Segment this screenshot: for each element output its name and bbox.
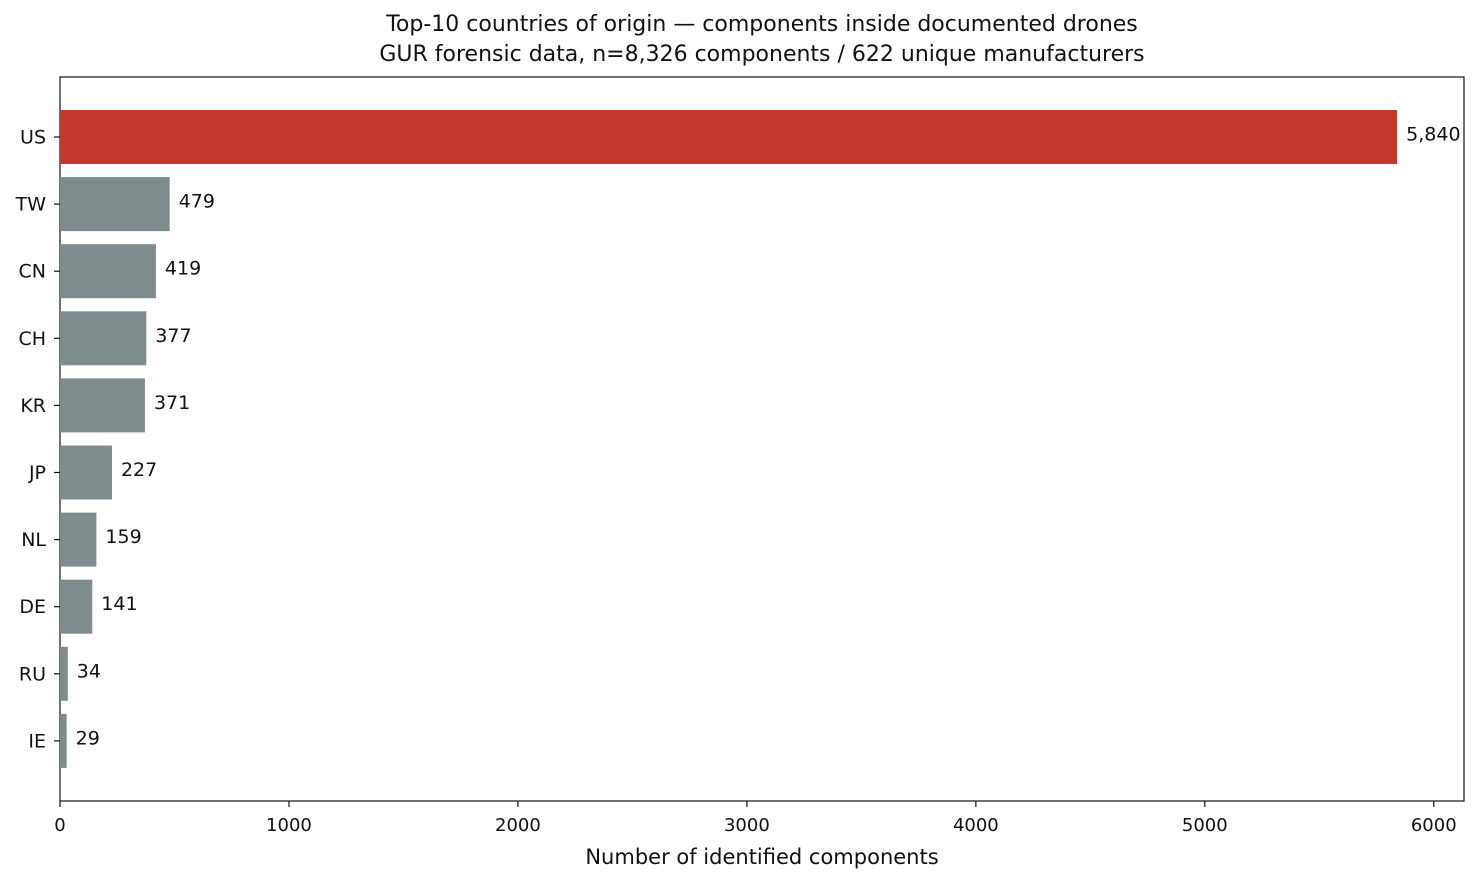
- bar: [60, 445, 112, 500]
- y-tick-label: JP: [28, 462, 46, 484]
- bar: [60, 378, 145, 433]
- x-tick-label: 5000: [1182, 815, 1228, 836]
- y-tick-label: US: [20, 127, 46, 149]
- bar: [60, 110, 1398, 164]
- value-label: 371: [154, 392, 190, 414]
- bar: [60, 512, 97, 567]
- x-tick-label: 1000: [266, 815, 312, 836]
- value-label: 141: [101, 593, 137, 615]
- y-tick-label: TW: [15, 194, 47, 216]
- x-tick-label: 2000: [495, 815, 541, 836]
- x-tick-label: 6000: [1411, 815, 1457, 836]
- bar: [60, 311, 147, 366]
- x-tick-label: 4000: [953, 815, 999, 836]
- chart-title: Top-10 countries of origin — components …: [385, 12, 1138, 37]
- y-tick-label: NL: [21, 529, 46, 551]
- value-label: 29: [76, 727, 100, 749]
- y-tick-label: CH: [18, 328, 46, 350]
- value-label: 377: [155, 325, 191, 347]
- value-label: 5,840: [1406, 124, 1460, 146]
- x-tick-label: 0: [54, 815, 65, 836]
- y-tick-label: RU: [19, 663, 46, 685]
- x-axis-label: Number of identified components: [585, 845, 938, 869]
- value-label: 479: [179, 191, 215, 213]
- bar: [60, 646, 68, 701]
- y-tick-label: DE: [19, 596, 46, 618]
- value-label: 34: [77, 660, 101, 682]
- value-label: 159: [105, 526, 141, 548]
- value-label: 227: [121, 459, 157, 481]
- y-tick-label: CN: [19, 261, 46, 283]
- value-label: 419: [165, 258, 201, 280]
- chart-subtitle: GUR forensic data, n=8,326 components / …: [379, 42, 1144, 67]
- y-tick-label: KR: [20, 395, 46, 417]
- bar: [60, 713, 67, 768]
- y-tick-label: IE: [28, 730, 46, 752]
- bar: [60, 579, 93, 634]
- plot-frame: [59, 76, 1465, 802]
- x-tick-label: 3000: [724, 815, 770, 836]
- bar: [60, 177, 170, 232]
- bar: [60, 244, 156, 299]
